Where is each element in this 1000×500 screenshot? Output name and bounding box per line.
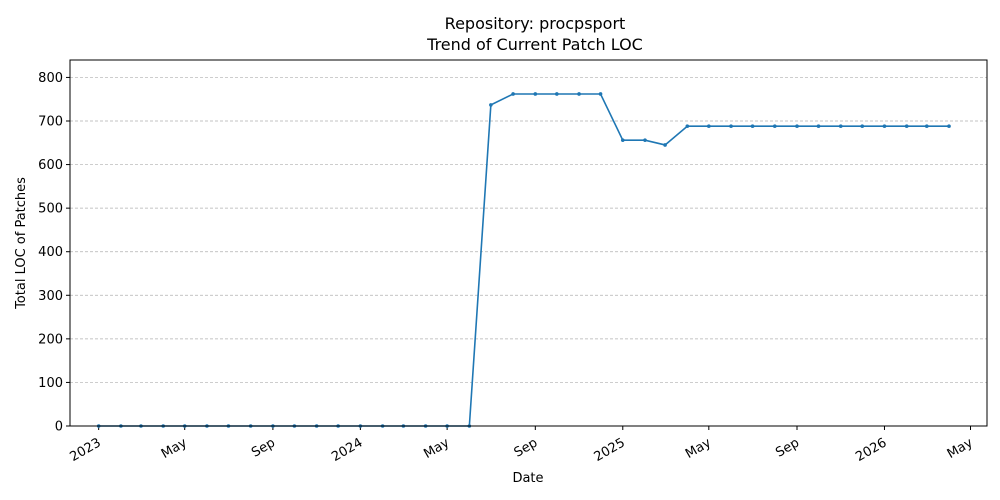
y-axis-ticks: 0 100 200 300 400 500 600 700 800: [38, 71, 70, 435]
y-tick-label: 400: [38, 245, 63, 260]
y-tick-label: 100: [38, 376, 63, 391]
data-point: [643, 138, 647, 142]
y-tick-label: 200: [38, 332, 63, 347]
x-axis-label: Date: [512, 471, 543, 486]
y-tick-label: 600: [38, 158, 63, 173]
y-tick-label: 500: [38, 202, 63, 217]
data-point: [904, 124, 909, 129]
x-tick-label: 2024: [329, 435, 365, 465]
y-tick-label: 700: [38, 115, 63, 130]
series-points: [96, 92, 951, 428]
chart-title-line-1: Repository: procpsport: [445, 14, 626, 33]
data-point: [685, 124, 690, 129]
data-point: [882, 124, 887, 129]
x-tick-label: 2023: [68, 435, 104, 465]
data-point: [816, 124, 821, 129]
data-point: [750, 124, 755, 129]
data-point: [598, 92, 603, 96]
x-tick-label: 2026: [853, 435, 889, 465]
chart-title-line-2: Trend of Current Patch LOC: [426, 35, 643, 54]
x-tick-label: May: [159, 435, 190, 462]
data-point: [707, 124, 711, 129]
data-point: [772, 124, 777, 129]
grid-lines: [70, 77, 987, 383]
y-tick-label: 0: [55, 420, 63, 435]
x-tick-label: May: [683, 435, 714, 462]
data-point: [620, 138, 625, 142]
y-axis-label: Total LOC of Patches: [14, 177, 29, 310]
data-point: [924, 124, 929, 129]
data-point: [555, 92, 559, 96]
x-axis-ticks: 2023 May Sep 2024 May Sep 2025 May Sep 2026 May: [68, 426, 976, 465]
data-point: [860, 124, 865, 129]
data-point: [729, 124, 733, 129]
x-tick-label: Sep: [512, 435, 541, 460]
y-tick-label: 300: [38, 289, 63, 304]
data-point: [489, 103, 493, 107]
data-point: [533, 92, 538, 96]
series-line: [98, 93, 949, 427]
data-point: [663, 143, 667, 147]
x-tick-label: Sep: [249, 435, 278, 460]
x-tick-label: Sep: [773, 435, 802, 460]
data-point: [511, 92, 515, 96]
data-point: [838, 124, 843, 129]
x-tick-label: May: [945, 435, 976, 462]
plot-frame: [69, 59, 988, 427]
x-tick-label: May: [421, 435, 452, 462]
y-tick-label: 800: [38, 71, 63, 86]
x-tick-label: 2025: [592, 435, 628, 465]
data-point: [577, 92, 581, 96]
data-point: [795, 124, 799, 129]
data-point: [947, 124, 951, 129]
